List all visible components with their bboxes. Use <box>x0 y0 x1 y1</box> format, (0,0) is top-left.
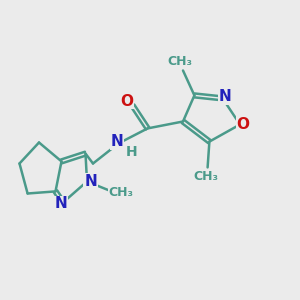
Text: O: O <box>121 94 134 109</box>
Text: N: N <box>84 174 97 189</box>
Text: N: N <box>111 134 123 149</box>
Text: O: O <box>236 117 250 132</box>
Text: CH₃: CH₃ <box>194 170 219 183</box>
Text: CH₃: CH₃ <box>167 55 193 68</box>
Text: H: H <box>125 146 137 159</box>
Text: N: N <box>54 196 67 211</box>
Text: CH₃: CH₃ <box>109 186 134 200</box>
Text: N: N <box>219 89 231 104</box>
